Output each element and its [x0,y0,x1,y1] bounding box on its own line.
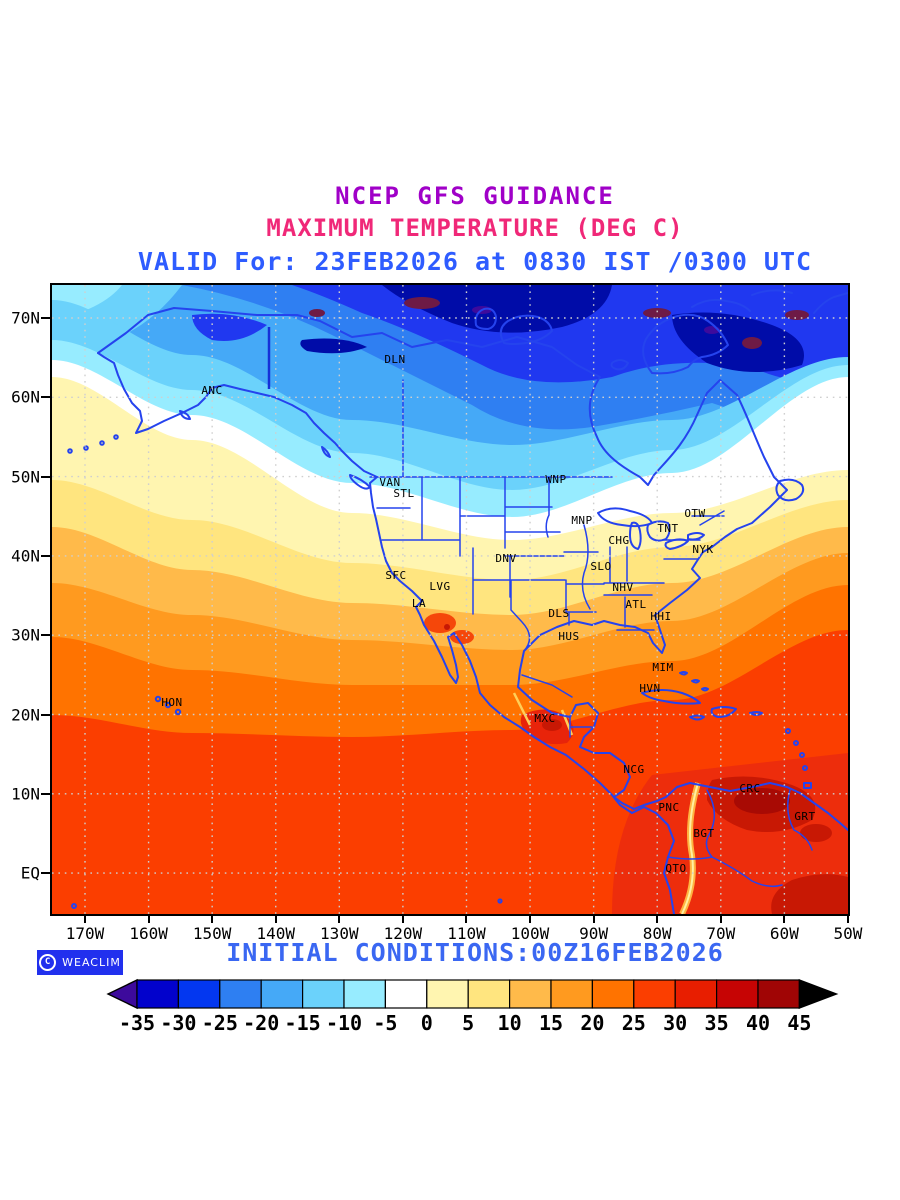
valid-time-line: VALID For: 23FEB2026 at 0830 IST /0300 U… [137,247,813,276]
colorbar-tick-label: -5 [373,1011,397,1035]
lon-label-150w: 150W [192,924,232,943]
lat-tick [41,396,50,399]
colorbar-tick-label: -25 [202,1011,238,1035]
lon-tick [529,915,532,923]
colorbar-tick-label: 20 [580,1011,604,1035]
lat-label-30n: 30N [11,625,40,645]
lat-tick [41,475,50,478]
lon-tick [338,915,341,923]
colorbar-cell [136,979,180,1009]
lat-tick [41,634,50,637]
colorbar-cell [384,979,428,1009]
colorbar-svg: -35 -30 -25 -20 -15 -10 -5 0 5 10 15 20 25 30 35 40 45 [106,978,839,1035]
lon-tick [84,915,86,923]
colorbar-cell [260,979,304,1009]
copyright-icon: C [39,954,57,971]
lat-tick [41,872,50,875]
page-title: NCEP GFS GUIDANCE [335,182,615,210]
map-frame: DLN ANC VAN STL WNP MNP OTW TNT CHG NYK DNV SLO SFC L… [50,283,850,916]
colorbar-tick-label: -10 [326,1011,362,1035]
colorbar-cell [550,979,594,1009]
lon-label-170w: 170W [65,924,105,943]
lon-label-140w: 140W [256,924,295,943]
lon-label-70w: 70W [706,924,736,943]
colorbar-right-arrow [798,978,839,1010]
lon-tick [719,915,722,923]
lat-label-40n: 40N [11,546,40,566]
colorbar-tick-label: 15 [539,1011,563,1035]
temperature-field-map [52,285,848,914]
lon-label-110w: 110W [447,924,486,943]
lon-tick [846,915,849,923]
colorbar-left-arrow [106,978,138,1010]
colorbar-cell [757,979,801,1009]
lat-tick [41,792,50,795]
colorbar-tick-label: 5 [462,1011,474,1035]
lat-label-10n: 10N [11,784,40,804]
colorbar-tick-label: 0 [421,1011,433,1035]
colorbar-cell [674,979,718,1009]
lat-label-70n: 70N [11,308,40,328]
colorbar-tick-label: 30 [663,1011,687,1035]
colorbar-cell [591,979,635,1009]
colorbar-cell [219,979,262,1009]
page-subtitle-variable: MAXIMUM TEMPERATURE (DEG C) [266,214,684,242]
initial-conditions-line: INITIAL CONDITIONS:00Z16FEB2026 [226,938,724,967]
weaclim-logo-badge: C WEACLIM [37,950,123,975]
colorbar-tick-label: 40 [746,1011,770,1035]
colorbar-cell [633,979,676,1009]
lat-label-50n: 50N [11,467,40,487]
lon-label-120w: 120W [383,924,423,943]
lon-tick [401,915,404,923]
lon-label-80w: 80W [642,924,672,943]
colorbar-tick-label: -30 [160,1011,196,1035]
colorbar-cell [343,979,387,1009]
colorbar-tick-label: 25 [622,1011,646,1035]
lon-tick [274,915,277,923]
lon-label-60w: 60W [769,924,799,943]
lon-tick [465,915,468,923]
temperature-colorbar: -35 -30 -25 -20 -15 -10 -5 0 5 10 15 20 25 30 35 40 45 [88,978,848,1036]
colorbar-tick-label: 10 [498,1011,522,1035]
colorbar-tick-label: -15 [285,1011,321,1035]
colorbar-cell [467,979,511,1009]
colorbar-cell [426,979,469,1009]
lon-tick [147,915,150,923]
lon-label-90w: 90W [579,924,609,943]
lon-tick [211,915,214,923]
lon-label-160w: 160W [129,924,168,943]
colorbar-tick-label: 35 [705,1011,729,1035]
lon-label-130w: 130W [320,924,359,943]
lat-tick [41,713,50,716]
logo-text: WEACLIM [62,956,121,969]
lon-tick [783,915,786,923]
lat-label-60n: 60N [11,387,40,407]
lat-label-eq: EQ [20,863,40,883]
colorbar-tick-label: 45 [787,1011,811,1035]
lon-tick [592,915,595,923]
lat-tick [41,317,50,319]
colorbar-cell [302,979,345,1009]
colorbar-cell [715,979,759,1009]
colorbar-cell [509,979,552,1009]
lon-label-100w: 100W [510,924,550,943]
lat-tick [41,554,50,557]
colorbar-tick-label: -35 [119,1011,155,1035]
lon-tick [656,915,659,923]
colorbar-cell [177,979,221,1009]
lon-label-50w: 50W [833,924,863,943]
colorbar-tick-label: -20 [243,1011,279,1035]
lat-label-20n: 20N [11,705,40,724]
